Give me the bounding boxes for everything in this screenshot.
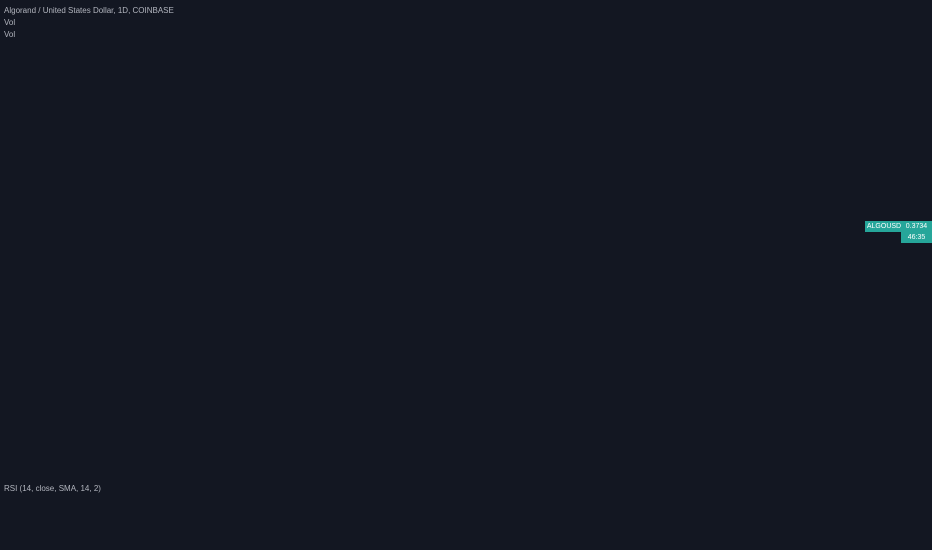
symbol-title[interactable]: Algorand / United States Dollar, 1D, COI… xyxy=(4,6,174,15)
volume-legend-1[interactable]: Vol xyxy=(4,18,16,27)
last-price-tag: 0.3734 46:35 xyxy=(901,221,932,243)
last-price: 0.3734 xyxy=(905,223,928,230)
volume-legend-2[interactable]: Vol xyxy=(4,30,16,39)
rsi-legend[interactable]: RSI (14, close, SMA, 14, 2) xyxy=(4,484,101,493)
countdown: 46:35 xyxy=(907,234,926,241)
symbol-tag: ALGOUSD xyxy=(865,221,903,232)
chart-legend: Algorand / United States Dollar, 1D, COI… xyxy=(4,5,174,41)
